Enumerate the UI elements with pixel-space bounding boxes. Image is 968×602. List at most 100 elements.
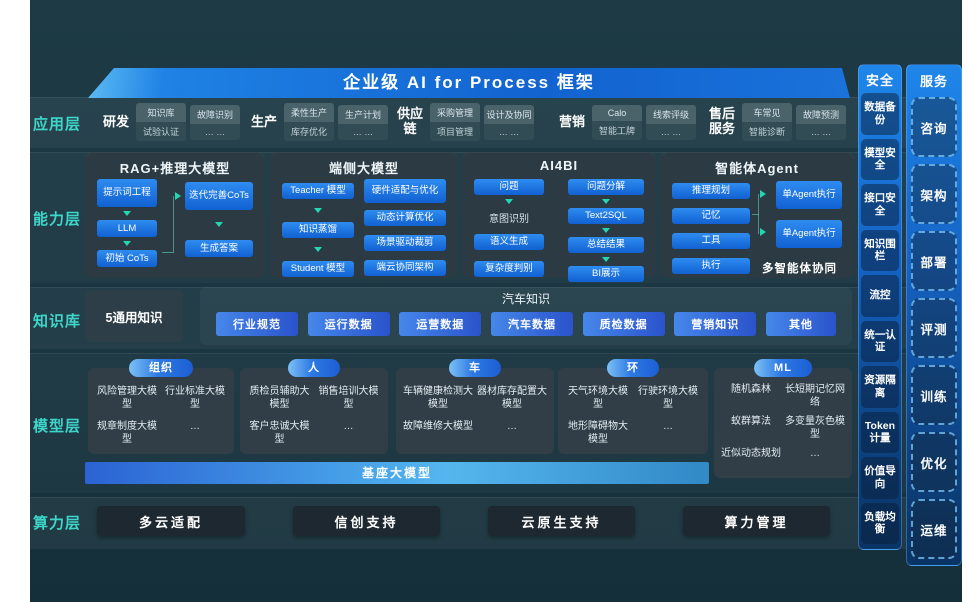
arrow-down-icon [505,198,513,204]
model-band [30,353,962,493]
title-banner: 企业级 AI for Process 框架 [88,68,850,98]
compute-box: 多云适配 [97,506,245,536]
model-item: 多变量灰色模型 [785,416,845,440]
arrow-right-icon [175,192,181,200]
security-item: Token计量 [861,411,899,453]
security-item: 接口安全 [861,184,899,226]
layer-label-capability: 能力层 [32,211,81,228]
security-item: 价值导向 [861,457,899,499]
application-band [30,97,962,148]
panel-title: AI4BI [539,158,579,173]
service-item: 部署 [911,231,957,291]
component-chip: 工具 [672,232,750,249]
feature-chip: 硬件适配与优化 [364,179,446,203]
knowledge-chip: 运行数据 [307,312,390,336]
layer-label-model: 模型层 [32,418,81,435]
model-group-pill: 人 [288,359,340,377]
service-item: 训练 [911,365,957,425]
security-item: 资源隔离 [861,366,899,408]
app-group-rd: 研发 知识库 试验认证 故障识别 … … [100,101,240,143]
panel-body: 推理规划 记忆 工具 执行 单Agent执行 单Agent执行 [672,179,842,274]
app-group-supplychain: 供应链 采购管理 项目管理 设计及协同 … … [394,101,534,143]
service-item: 优化 [911,432,957,492]
app-group-marketing: 营销 Calo 智能工牌 线索评级 … … [556,101,696,143]
layer-label-knowledge: 知识库 [32,313,81,330]
arrow-down-icon [602,198,610,204]
app-item: 采购管理 项目管理 [430,103,480,141]
model-item: 长短期记忆网络 [785,384,845,408]
step-chip: LLM [97,220,157,237]
multi-agent-note: 多智能体协同 [762,263,837,275]
auto-knowledge-title: 汽车知识 [501,292,550,306]
model-item: 行驶环境大模型 [638,386,698,410]
model-item: 质检员辅助大模型 [249,386,310,410]
component-chip: 记忆 [672,207,750,224]
model-group-pill: 组织 [129,359,193,377]
model-item: 风险管理大模型 [97,386,157,410]
app-group-production: 生产 柔性生产 库存优化 生产计划 … … [248,101,388,143]
step-chip: Text2SQL [568,207,644,224]
step-chip: 复杂度判别 [474,260,544,277]
service-item: 架构 [911,164,957,224]
layer-label-application: 应用层 [32,116,81,133]
panel-title: RAG+推理大模型 [119,161,231,176]
arrow-down-icon [314,246,322,252]
model-group-ml: ML 随机森林 长短期记忆网络 蚁群算法 多变量灰色模型 近似动态规划 … [714,359,852,478]
connector-line [752,214,759,215]
model-item: … [507,421,517,432]
model-item: 销售培训大模型 [318,386,379,410]
app-item: 车常见 智能诊断 [742,103,792,141]
model-group-people: 人 质检员辅助大模型 销售培训大模型 客户忠诚大模型 … [240,359,388,454]
model-item: … [190,421,200,432]
service-item: 运维 [911,499,957,559]
model-group-vehicle: 车 车辆健康检测大模型 器材库存配置大模型 故障维修大模型 … [396,359,554,454]
app-item: 线索评级 … … [646,104,696,140]
model-item: 故障维修大模型 [403,421,473,432]
panel-title: 智能体Agent [715,161,799,176]
app-group-name: 售后服务 [708,106,735,136]
service-item: 咨询 [911,97,957,157]
connector-line [162,252,174,253]
app-item: 故障预测 … … [796,104,846,140]
model-item: 器材库存配置大模型 [477,386,547,410]
knowledge-chip: 运营数据 [399,312,482,336]
layer-label-compute: 算力层 [32,515,81,532]
arrow-down-icon [215,222,223,227]
panel-body: Teacher 模型 知识蒸馏 Student 模型 硬件适配与优化 动态计算优… [282,179,446,277]
step-chip: 问题 [474,179,544,195]
panel-body: 问题 意图识别 语义生成 复杂度判别 问题分解 Text2SQL 总结结果 BI… [474,179,644,282]
security-header: 安全 [865,73,894,88]
arrow-down-icon [123,241,131,246]
step-chip: 初始 CoTs [97,250,157,267]
app-item: Calo 智能工牌 [592,104,642,140]
security-column: 安全 数据备份 模型安全 接口安全 知识围栏 流控 统一认证 资源隔离 Toke… [858,64,902,550]
app-item: 故障识别 … … [190,104,240,140]
knowledge-chip: 质检数据 [582,312,665,336]
model-item: 天气环境大模型 [568,386,628,410]
compute-box: 算力管理 [683,506,830,536]
model-item: 规章制度大模型 [97,421,157,445]
panel-ai4bi: AI4BI 问题 意图识别 语义生成 复杂度判别 问题分解 Text2SQL 总… [462,152,656,282]
model-item: … [343,421,354,432]
app-group-name: 生产 [250,113,277,129]
model-group-pill: ML [754,359,812,377]
security-item: 流控 [861,275,899,317]
service-header: 服务 [919,74,948,89]
model-item: 地形障碍物大模型 [568,421,628,445]
step-chip: 问题分解 [568,179,644,195]
security-item: 数据备份 [861,93,899,135]
service-column: 服务 咨询 架构 部署 评测 训练 优化 运维 [906,64,962,566]
arrow-down-icon [602,227,610,233]
model-item: 蚁群算法 [731,416,771,427]
app-group-name: 供应链 [396,106,423,136]
model-item: 客户忠诚大模型 [249,421,310,445]
auto-knowledge-panel: 汽车知识 行业规范 运行数据 运营数据 汽车数据 质检数据 营销知识 其他 [200,287,852,345]
security-item: 知识围栏 [861,229,899,271]
model-item: … [663,421,673,432]
executor-chip: 单Agent执行 [776,181,842,209]
general-knowledge-box: 5通用知识 [85,290,183,342]
knowledge-chip: 汽车数据 [490,312,573,336]
panel-edge-model: 端侧大模型 Teacher 模型 知识蒸馏 Student 模型 硬件适配与优化… [270,152,458,278]
panel-agent: 智能体Agent 推理规划 记忆 工具 执行 单Agent执行 单Agent执行… [660,152,854,278]
